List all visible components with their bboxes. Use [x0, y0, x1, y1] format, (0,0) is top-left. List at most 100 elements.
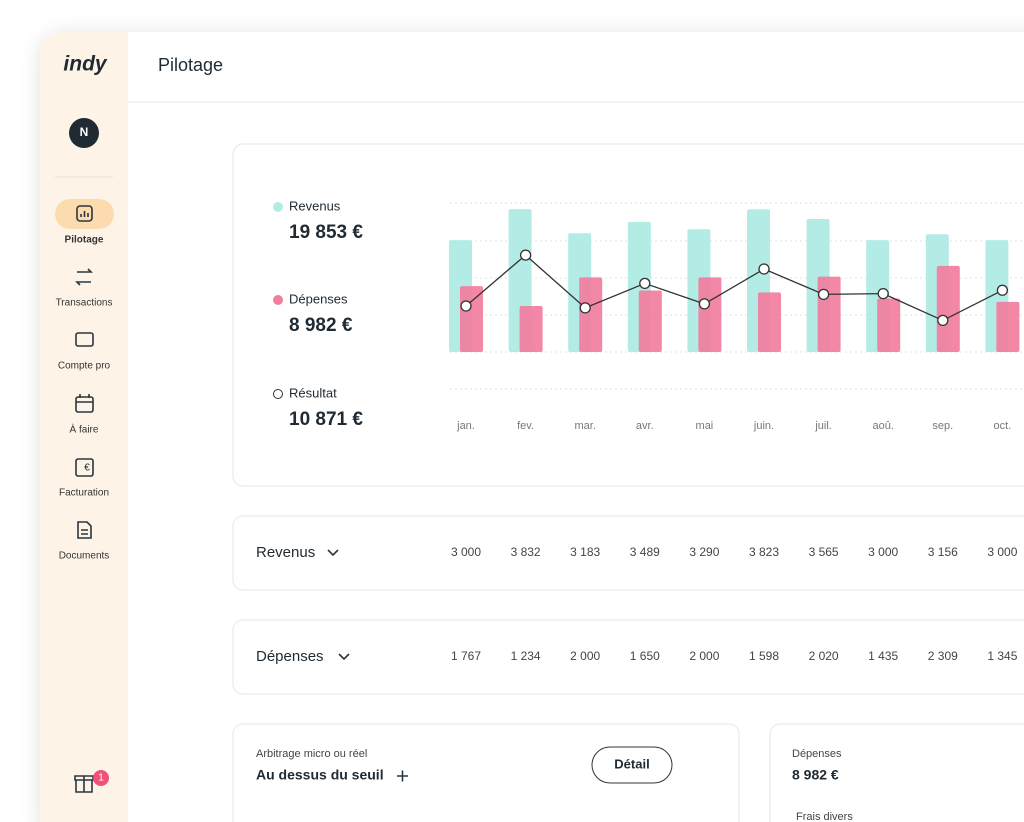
x-tick-label: mar.: [574, 420, 595, 432]
row-value: 3 565: [809, 545, 839, 559]
row-value: 2 020: [809, 649, 839, 663]
x-tick-label: aoû.: [872, 420, 893, 432]
row-value: 2 000: [570, 649, 600, 663]
plot: jan. fev. mar. avr. mai juin. juil. aoû. sep. oct…: [449, 209, 1020, 432]
x-tick-label: juil.: [814, 420, 832, 432]
card-caption: Arbitrage micro ou réel: [256, 748, 367, 760]
icon-pilotage: [76, 205, 93, 222]
bar: [877, 298, 901, 352]
bar: [698, 277, 722, 352]
result-point: [579, 302, 591, 314]
icon-transactions: [75, 268, 93, 286]
row-card[interactable]: [232, 515, 1024, 591]
row-value: 3 290: [689, 545, 719, 559]
row-value: 3 823: [749, 545, 779, 559]
total: 8 982 €: [289, 315, 353, 336]
x-tick-label: fev.: [517, 420, 534, 432]
bar: [579, 277, 603, 352]
chevron[interactable]: [327, 549, 339, 557]
total: 10 871 €: [289, 409, 363, 430]
nav-item[interactable]: Facturation: [59, 488, 109, 499]
card-caption: Dépenses: [792, 748, 842, 760]
bar: [638, 290, 662, 352]
grid: [450, 202, 1024, 390]
row-value: 1 767: [451, 649, 481, 663]
button-label[interactable]: Détail: [614, 756, 649, 771]
row-value: 3 832: [511, 545, 541, 559]
result-point: [937, 314, 949, 327]
result-point: [817, 288, 830, 301]
card: [769, 723, 1024, 822]
row-value: 2 309: [928, 649, 958, 663]
icon-todo-lines: [76, 394, 93, 403]
avatar[interactable]: [69, 118, 99, 148]
row-value: 1 650: [630, 649, 660, 663]
icon-compte: [75, 332, 94, 347]
row-label[interactable]: Revenus: [256, 544, 315, 561]
nav-item[interactable]: Compte pro: [58, 361, 111, 372]
row-value: 3 000: [868, 545, 898, 559]
row-value: 1 234: [511, 649, 541, 663]
row-value: 1 598: [749, 649, 779, 663]
chevron[interactable]: [338, 653, 350, 661]
legend-swatch: [273, 295, 283, 305]
avatar-initial: N: [80, 125, 89, 139]
bar: [817, 276, 841, 352]
legend-label: Dépenses: [289, 291, 348, 306]
bar: [996, 301, 1020, 352]
x-tick-label: jan.: [456, 420, 475, 432]
nav-item[interactable]: Pilotage: [65, 235, 104, 246]
result-point: [639, 277, 651, 290]
result-point: [996, 284, 1009, 296]
x-tick-label: mai: [696, 420, 714, 432]
result-point: [698, 298, 711, 310]
nav-item[interactable]: Transactions: [56, 298, 113, 309]
bar: [936, 265, 960, 352]
sidebar: [40, 32, 128, 822]
icon-facturation: [75, 458, 94, 477]
result-point: [460, 300, 472, 312]
row-label[interactable]: Dépenses: [256, 648, 324, 665]
x-tick-label: juin.: [753, 420, 774, 432]
bar: [758, 292, 781, 352]
row-card[interactable]: [232, 619, 1024, 695]
page-title: Pilotage: [158, 55, 223, 75]
icon-gift[interactable]: [74, 775, 94, 793]
nav-item[interactable]: Documents: [59, 551, 110, 562]
result-line: [465, 254, 1003, 322]
button[interactable]: [591, 746, 673, 784]
plus-icon[interactable]: [397, 770, 408, 782]
row-value: 3 000: [451, 545, 481, 559]
card-title: 8 982 €: [792, 767, 839, 783]
card-sub: Frais divers: [796, 811, 853, 822]
row-value: 1 435: [868, 649, 898, 663]
result-point: [877, 287, 889, 300]
row-value: 1 345: [987, 649, 1017, 663]
bar: [519, 305, 543, 352]
badge: [93, 770, 109, 786]
icon-todo: [75, 396, 94, 413]
legend-label: Résultat: [289, 385, 337, 400]
x-tick-label: sep.: [932, 420, 953, 432]
row-value: 3 000: [987, 545, 1017, 559]
legend-swatch: [273, 389, 283, 399]
nav-item[interactable]: À faire: [70, 423, 99, 436]
result-point: [519, 249, 532, 261]
x-tick-label: avr.: [636, 420, 654, 432]
total: 19 853 €: [289, 222, 363, 243]
legend-label: Revenus: [289, 198, 341, 213]
icon-euro: €: [84, 463, 90, 474]
logo[interactable]: indy: [63, 53, 107, 76]
badge-count: 1: [98, 773, 104, 784]
row-value: 3 183: [570, 545, 600, 559]
row-values: 3 000 1 767 3 832 1 234 3 183 2 000 3 489 1 650…: [451, 545, 1018, 663]
result-point: [758, 263, 770, 275]
row-value: 2 000: [689, 649, 719, 663]
legend-swatch: [273, 202, 283, 212]
x-tick-label: oct.: [994, 420, 1012, 432]
icon-bars: [80, 211, 89, 217]
bar: [460, 286, 483, 352]
icon-documents: [77, 521, 92, 539]
